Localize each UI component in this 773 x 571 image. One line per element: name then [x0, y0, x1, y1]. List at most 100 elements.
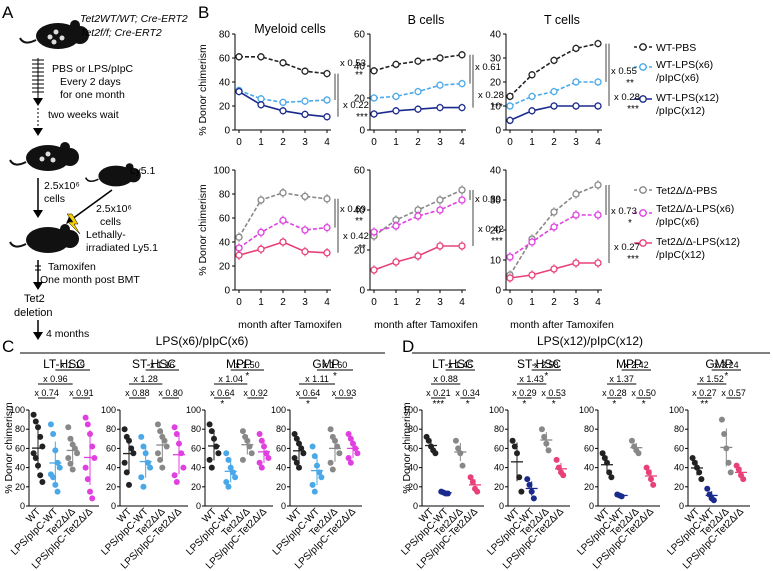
data-point — [530, 495, 537, 502]
panel-c-title: LPS(x6)/pIpC(x6) — [156, 334, 249, 348]
data-point — [30, 411, 37, 418]
significance-label: * — [522, 399, 526, 410]
data-point — [206, 456, 213, 463]
x-tick-label: 1 — [393, 297, 399, 308]
scatter-chart-5: LT-HSC020406080100WTLPS/pIpC-WTTet2Δ/ΔLP… — [399, 357, 484, 571]
data-point — [279, 98, 287, 107]
data-point — [279, 216, 287, 225]
fold-change-label: x 0.88 — [433, 374, 458, 384]
data-point — [740, 476, 747, 483]
x-tick-label: 3 — [437, 297, 443, 308]
ly51-label: Ly5.1 — [130, 165, 155, 177]
data-point — [82, 464, 89, 471]
data-point — [265, 455, 272, 461]
cells-right-2: cells — [100, 216, 121, 228]
data-point — [208, 464, 215, 471]
fold-change-label: x 1.28 — [133, 374, 158, 384]
data-point — [235, 233, 243, 241]
data-point — [279, 189, 287, 197]
data-point — [347, 435, 354, 442]
legend-ko-x12-sub: /pIpC(x12) — [656, 249, 705, 261]
panel-d-title: LPS(x12)/pIpC(x12) — [537, 334, 643, 348]
panel-a-schematic: Tet2WT/WT; Cre-ERT2 Tet2f/f; Cre-ERT2 PB… — [9, 13, 188, 340]
data-point — [257, 228, 265, 237]
data-point — [121, 426, 128, 433]
data-point — [370, 266, 378, 274]
y-tick-label: 40 — [408, 463, 418, 473]
y-tick-label: 0 — [499, 501, 504, 511]
data-point — [474, 488, 481, 495]
scatter-chart-1: LT-HSC020406080100WTLPS/pIpC-WTTet2Δ/ΔLP… — [9, 357, 99, 571]
data-point — [37, 433, 44, 440]
significance-label: * — [466, 399, 470, 410]
data-point — [550, 102, 558, 110]
legend-wt-x12-sub: /pIpC(x12) — [656, 105, 705, 117]
data-point — [323, 249, 331, 257]
y-tick-label: 60 — [15, 443, 25, 453]
x-tick-label: 4 — [595, 137, 601, 148]
data-point — [650, 481, 657, 488]
fold-change-label: x 0.28 — [614, 92, 640, 103]
data-point — [208, 428, 215, 435]
data-point — [572, 190, 580, 198]
y-tick-label: 40 — [191, 463, 201, 473]
legend-ko-x6: Tet2Δ/Δ-LPS(x6) — [656, 203, 734, 215]
y-tick-label: 80 — [494, 424, 504, 434]
data-point — [354, 450, 361, 457]
y-tick-label: 60 — [494, 443, 504, 453]
data-point — [370, 110, 378, 118]
x-tick-label: 4 — [324, 137, 330, 148]
data-point — [392, 92, 400, 101]
data-point — [526, 481, 533, 488]
fold-change-label: x 1.45 — [448, 360, 473, 370]
fold-change-label: x 1.04 — [218, 374, 243, 384]
data-point — [258, 437, 265, 444]
x-tick-label: 0 — [371, 297, 377, 308]
data-point — [89, 495, 96, 502]
y-tick-label: 0 — [196, 501, 201, 511]
y-tick-label: 100 — [101, 405, 116, 415]
tamoxifen-label: Tamoxifen — [48, 261, 96, 273]
data-point — [159, 464, 166, 471]
y-tick-label: 40 — [494, 463, 504, 473]
data-point — [301, 247, 309, 256]
scatter-title: LT-HSC — [432, 357, 474, 371]
data-point — [524, 476, 531, 483]
significance-label: * — [544, 371, 548, 382]
data-point — [50, 431, 57, 437]
y-tick-label: 80 — [674, 424, 684, 434]
x-tick-label: 4 — [324, 297, 330, 308]
data-point — [235, 87, 243, 96]
x-tick-label: 3 — [302, 297, 308, 308]
data-point — [89, 443, 96, 450]
data-point — [293, 459, 300, 466]
data-point — [154, 450, 161, 457]
data-point — [163, 443, 170, 450]
data-point — [323, 113, 331, 121]
x-tick-label: 2 — [280, 137, 286, 148]
data-point — [309, 481, 316, 488]
x-tick-label: 2 — [551, 137, 557, 148]
data-point — [518, 488, 525, 495]
y-tick-label: 40 — [674, 463, 684, 473]
fold-change-label: x 0.92 — [243, 388, 268, 398]
y-tick-label: 80 — [276, 424, 286, 434]
data-point — [215, 450, 222, 457]
legend-bottom: Tet2Δ/Δ-PBS Tet2Δ/Δ-LPS(x6) /pIpC(x6) Te… — [634, 185, 740, 261]
y-tick-label: 80 — [219, 30, 231, 41]
significance-label: *** — [491, 102, 503, 113]
cells-right-1: 2.5x10⁶ — [96, 203, 132, 215]
fold-change-label: x 0.28 — [602, 388, 627, 398]
data-point — [444, 490, 451, 497]
y-tick-label: 20 — [490, 226, 502, 237]
data-point — [560, 472, 567, 479]
data-point — [594, 181, 602, 189]
data-point — [414, 105, 422, 113]
y-tick-label: 60 — [674, 443, 684, 453]
data-point — [327, 459, 334, 466]
data-point — [147, 464, 154, 471]
